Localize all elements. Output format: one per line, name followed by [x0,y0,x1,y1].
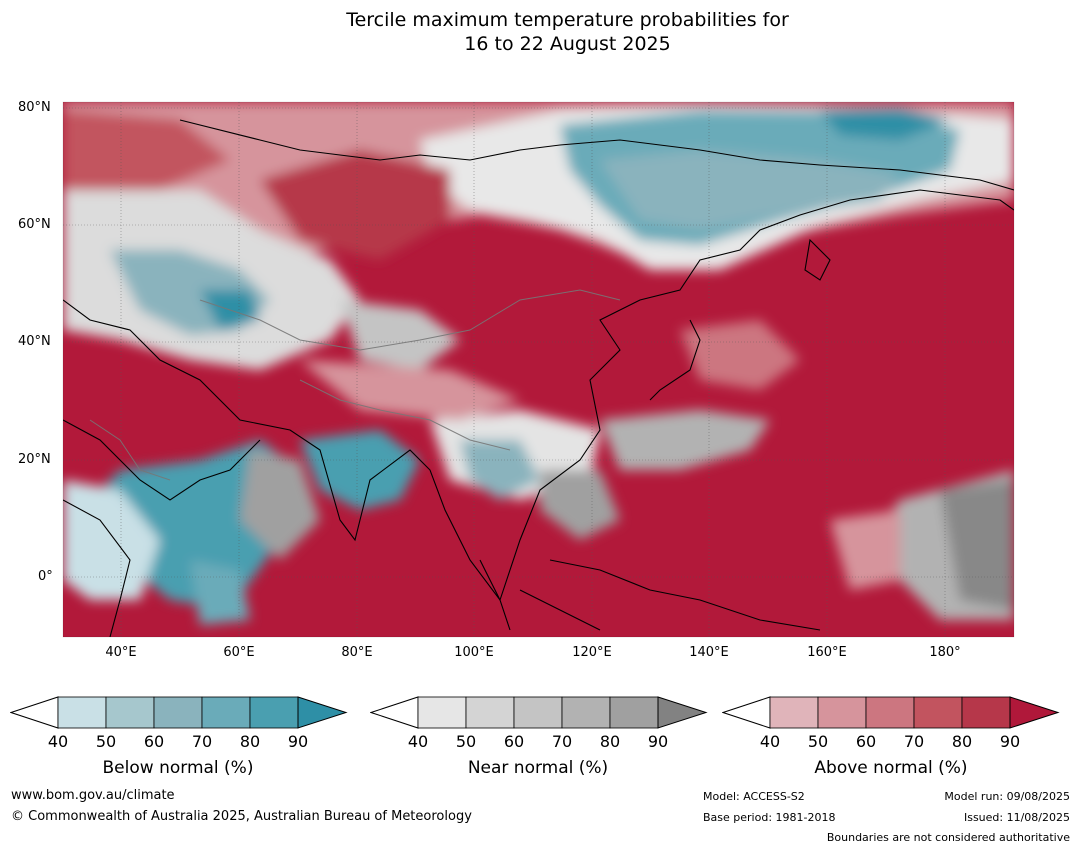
lat-label-equator: 0° [38,569,53,584]
title-line-2: 16 to 22 August 2025 [464,33,671,55]
copyright-text: © Commonwealth of Australia 2025, Austra… [11,809,472,824]
below-colorbar-tick: 80 [239,732,261,751]
below-colorbar-tick: 60 [143,732,165,751]
below-colorbar-tick: 70 [191,732,213,751]
above-colorbar-tick: 80 [951,732,973,751]
lon-label-140e: 140°E [689,645,729,660]
below-colorbar-segment [249,696,299,729]
above-colorbar-tick: 40 [759,732,781,751]
near-colorbar-tick: 50 [455,732,477,751]
below-colorbar-high-extend [297,696,348,729]
lat-label-20n: 20°N [18,452,51,467]
base-period-text: Base period: 1981-2018 [703,811,836,824]
lat-label-40n: 40°N [18,334,51,349]
colorbar-near-normal [370,696,708,729]
near-colorbar-tick: 60 [503,732,525,751]
near-colorbar-low-extend [370,696,419,729]
below-colorbar-segment [105,696,155,729]
above-colorbar-tick: 90 [999,732,1021,751]
model-text: Model: ACCESS-S2 [703,790,805,803]
near-colorbar-tick: 70 [551,732,573,751]
above-colorbar-tick: 60 [855,732,877,751]
lon-label-180: 180° [929,645,961,660]
issued-text: Issued: 11/08/2025 [963,811,1070,824]
above-colorbar-segment [913,696,963,729]
near-colorbar-tick: 90 [647,732,669,751]
near-colorbar-high-extend [657,696,708,729]
near-colorbar-segment [465,696,515,729]
colorbar-below-normal [10,696,348,729]
below-colorbar-low-extend [10,696,59,729]
lat-label-80n: 80°N [18,100,51,115]
lon-label-60e: 60°E [223,645,255,660]
above-colorbar-tick: 50 [807,732,829,751]
website-link[interactable]: www.bom.gov.au/climate [11,788,175,803]
lon-label-80e: 80°E [341,645,373,660]
lon-label-120e: 120°E [572,645,612,660]
near-colorbar-segment [513,696,563,729]
disclaimer-text: Boundaries are not considered authoritat… [826,831,1070,844]
below-colorbar-segment [57,696,107,729]
above-colorbar-tick: 70 [903,732,925,751]
map-field [63,102,1014,637]
colorbar-near-title: Near normal (%) [467,758,609,778]
borders [89,289,621,481]
lon-label-40e: 40°E [105,645,137,660]
above-colorbar-segment [865,696,915,729]
near-colorbar-tick: 80 [599,732,621,751]
map-title: Tercile maximum temperature probabilitie… [0,8,1081,56]
below-colorbar-tick: 50 [95,732,117,751]
colorbar-above-title: Above normal (%) [814,758,968,778]
below-colorbar-tick: 90 [287,732,309,751]
coastlines [63,119,1014,637]
colorbar-above-normal [722,696,1060,729]
lon-label-100e: 100°E [454,645,494,660]
model-run-text: Model run: 09/08/2025 [944,790,1070,803]
below-colorbar-segment [201,696,251,729]
above-colorbar-segment [769,696,819,729]
above-colorbar-high-extend [1009,696,1060,729]
above-colorbar-segment [961,696,1011,729]
below-colorbar-segment [153,696,203,729]
title-line-1: Tercile maximum temperature probabilitie… [346,9,789,31]
near-colorbar-tick: 40 [407,732,429,751]
below-colorbar-tick: 40 [47,732,69,751]
above-colorbar-segment [817,696,867,729]
colorbar-below-title: Below normal (%) [102,758,254,778]
above-colorbar-low-extend [722,696,771,729]
near-colorbar-segment [417,696,467,729]
lon-label-160e: 160°E [807,645,847,660]
near-colorbar-segment [561,696,611,729]
lat-label-60n: 60°N [18,217,51,232]
near-colorbar-segment [609,696,659,729]
